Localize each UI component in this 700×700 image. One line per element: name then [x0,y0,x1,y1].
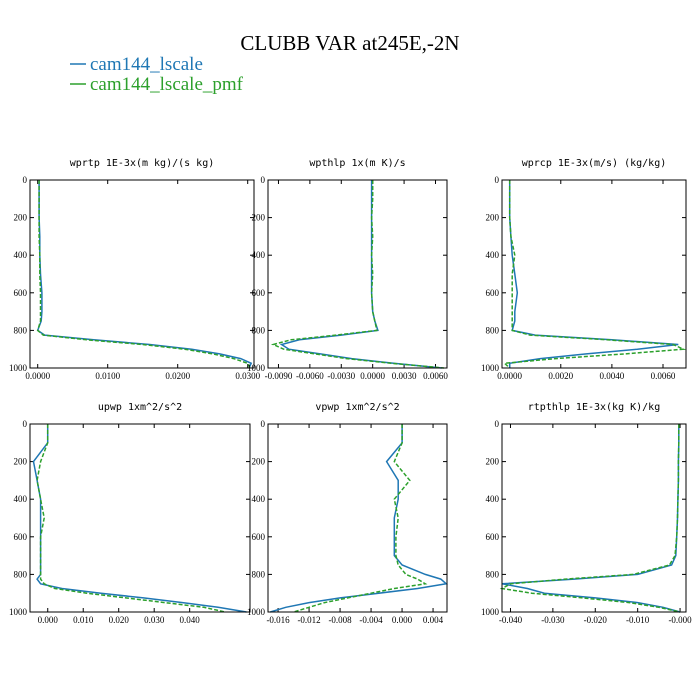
y-tick-label: 600 [486,288,500,298]
panel-title: wpthlp 1x(m K)/s [309,158,405,169]
y-tick-label: 600 [486,532,500,542]
y-tick-label: 800 [486,325,500,335]
y-tick-label: 400 [252,250,266,260]
x-tick-label: 0.000 [38,615,59,625]
x-tick-label: 0.0300 [235,371,260,381]
y-tick-label: 200 [486,457,500,467]
panel-title: rtpthlp 1E-3x(kg K)/kg [528,402,660,413]
y-tick-label: 0 [23,419,28,429]
plot-frame [501,423,687,613]
y-tick-label: 600 [252,288,266,298]
x-tick-label: -0.0060 [296,371,324,381]
profile-line [508,180,679,368]
y-tick-label: 800 [252,569,266,579]
profile-line [36,424,226,613]
y-tick-label: 0 [261,175,266,185]
x-tick-label: 0.000 [392,615,413,625]
y-tick-label: 400 [14,250,28,260]
y-tick-label: 800 [252,325,266,335]
x-tick-label: 0.010 [73,615,94,625]
y-tick-label: 200 [14,213,28,223]
x-tick-label: -0.020 [584,615,608,625]
x-tick-label: 0.0100 [95,371,120,381]
y-tick-label: 0 [495,175,500,185]
x-tick-label: 0.0040 [600,371,625,381]
y-tick-label: 200 [486,213,500,223]
y-tick-label: 800 [14,325,28,335]
profile-line [32,424,247,613]
y-tick-label: 1000 [9,607,28,617]
legend-label: cam144_lscale_pmf [90,74,244,95]
panel-title: wprcp 1E-3x(m/s) (kg/kg) [522,158,667,169]
x-tick-label: 0.040 [180,615,201,625]
y-tick-label: 400 [486,494,500,504]
profile-line [502,180,687,369]
y-tick-label: 0 [23,175,28,185]
y-tick-label: 200 [252,213,266,223]
x-tick-label: 0.020 [109,615,130,625]
x-tick-label: 0.0060 [423,371,448,381]
profile-line [499,424,681,613]
x-tick-label: 0.004 [423,615,444,625]
y-tick-label: 800 [486,569,500,579]
x-tick-label: -0.010 [626,615,650,625]
profile-line [293,424,428,613]
y-tick-label: 800 [14,569,28,579]
x-tick-label: -0.000 [668,615,692,625]
y-tick-label: 1000 [247,363,266,373]
profile-line [36,180,253,369]
y-tick-label: 400 [252,494,266,504]
y-tick-label: 1000 [481,363,500,373]
x-tick-label: -0.008 [328,615,352,625]
x-tick-label: 0.0200 [165,371,190,381]
x-tick-label: 0.0020 [548,371,573,381]
x-tick-label: -0.004 [359,615,383,625]
y-tick-label: 0 [261,419,266,429]
profile-line [279,180,442,369]
x-tick-label: 0.0000 [497,371,522,381]
profile-line [270,424,448,613]
profile-line [270,180,444,369]
panel-title: vpwp 1xm^2/s^2 [315,402,399,413]
x-tick-label: -0.0030 [327,371,355,381]
x-tick-label: -0.030 [541,615,565,625]
y-tick-label: 1000 [9,363,28,373]
y-tick-label: 600 [14,288,28,298]
y-tick-label: 600 [14,532,28,542]
plot-frame [267,179,448,369]
x-tick-label: -0.040 [499,615,523,625]
y-tick-label: 600 [252,532,266,542]
panel-title: wprtp 1E-3x(m kg)/(s kg) [70,158,215,169]
profile-line [501,424,681,613]
x-tick-label: -0.012 [297,615,320,625]
x-tick-label: 0.0000 [25,371,50,381]
y-tick-label: 1000 [481,607,500,617]
plot-frame [29,179,255,369]
y-tick-label: 0 [495,419,500,429]
panel-title: upwp 1xm^2/s^2 [98,402,182,413]
legend-label: cam144_lscale [90,54,203,75]
x-tick-label: 0.0000 [360,371,385,381]
x-tick-label: -0.016 [266,615,290,625]
plot-frame [501,179,687,369]
x-tick-label: 0.0060 [651,371,676,381]
x-tick-label: 0.030 [144,615,165,625]
plot-frame [267,423,448,613]
plot-frame [29,423,251,613]
x-tick-label: -0.0090 [265,371,293,381]
x-tick-label: 0.0030 [392,371,417,381]
y-tick-label: 400 [14,494,28,504]
y-tick-label: 200 [14,457,28,467]
y-tick-label: 400 [486,250,500,260]
y-tick-label: 1000 [247,607,266,617]
figure-title: CLUBB VAR at245E,-2N [240,31,459,55]
profile-line [36,180,251,369]
y-tick-label: 200 [252,457,266,467]
